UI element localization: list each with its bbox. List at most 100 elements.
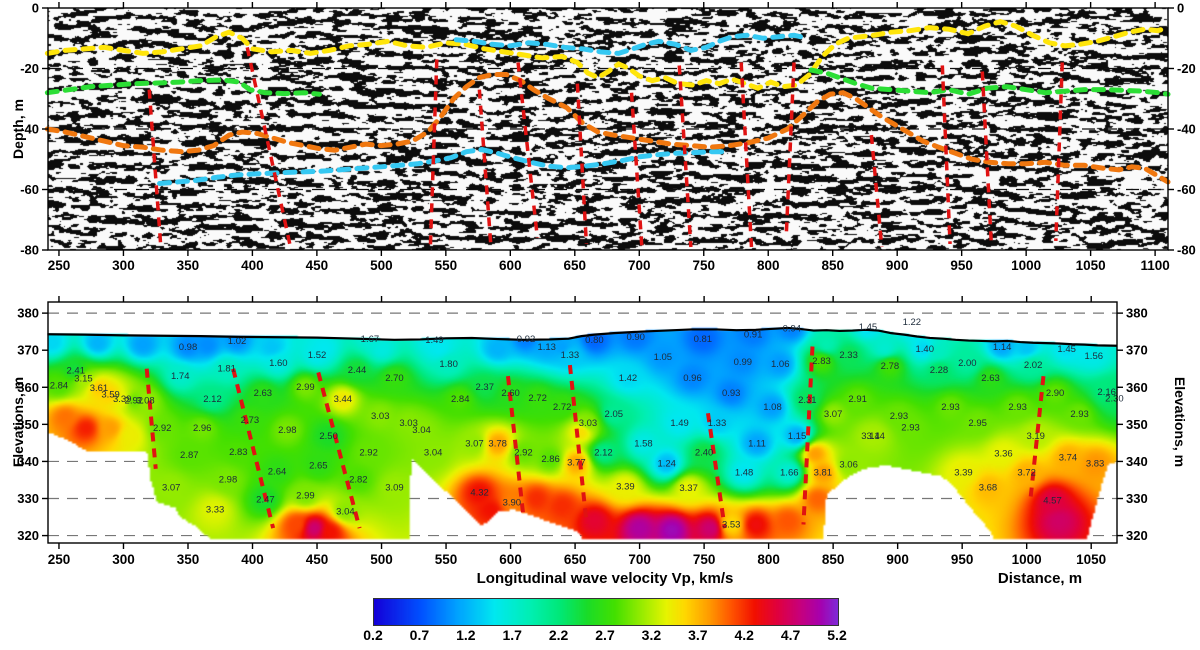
velocity-value-label: 4.57 bbox=[1043, 495, 1062, 506]
velocity-value-label: 3.04 bbox=[336, 506, 355, 517]
velocity-value-label: 2.93 bbox=[1070, 409, 1089, 420]
velocity-value-label: 1.48 bbox=[735, 468, 754, 479]
seismic-depth-axis-title: Depth, m bbox=[10, 99, 26, 159]
velocity-value-label: 2.92 bbox=[514, 448, 533, 459]
velocity-value-label: 3.07 bbox=[824, 409, 843, 420]
seismic-x-tick-label: 500 bbox=[370, 258, 393, 273]
velocity-value-label: 3.06 bbox=[839, 459, 858, 470]
velocity-value-label: 3.83 bbox=[1086, 459, 1105, 470]
velocity-value-label: 0.99 bbox=[734, 357, 753, 368]
velocity-value-label: 3.07 bbox=[465, 439, 484, 450]
elevation-tick-label: 350 bbox=[17, 417, 39, 432]
velocity-value-label: 2.99 bbox=[296, 382, 315, 393]
tomogram-elevation-axis-title-left: Elevations, m bbox=[10, 376, 26, 468]
cyan-horizon bbox=[453, 32, 810, 56]
velocity-value-label: 2.93 bbox=[890, 411, 909, 422]
fault-line bbox=[1028, 375, 1046, 499]
velocity-value-label: 1.11 bbox=[748, 439, 766, 450]
velocity-value-label: 2.41 bbox=[66, 366, 85, 377]
fault-line bbox=[245, 46, 293, 251]
velocity-value-label: 2.87 bbox=[180, 450, 199, 461]
velocity-value-label: 2.33 bbox=[839, 350, 858, 361]
velocity-value-label: 0.93 bbox=[722, 388, 741, 399]
colorbar-tick-label: 3.2 bbox=[641, 627, 662, 643]
velocity-value-label: 3.04 bbox=[424, 448, 443, 459]
colorbar-tick-label: 0.7 bbox=[409, 627, 430, 643]
fault-line bbox=[940, 65, 952, 245]
elevation-tick-label: 320 bbox=[17, 528, 39, 543]
velocity-value-label: 2.83 bbox=[229, 447, 248, 458]
fault-line bbox=[784, 62, 796, 235]
velocity-value-label: 1.33 bbox=[561, 350, 580, 361]
velocity-value-label: 2.47 bbox=[256, 495, 275, 506]
velocity-value-label: 1.33 bbox=[708, 418, 727, 429]
velocity-value-label: 2.64 bbox=[268, 466, 287, 477]
depth-tick-label: -20 bbox=[1177, 61, 1196, 76]
distance-axis-title: Distance, m bbox=[997, 570, 1083, 587]
seismic-x-tick-label: 1100 bbox=[1140, 258, 1169, 273]
velocity-value-label: 2.96 bbox=[193, 423, 212, 434]
velocity-value-label: 2.44 bbox=[348, 365, 367, 376]
tomogram-x-tick-label: 900 bbox=[886, 552, 909, 567]
velocity-value-label: 3.37 bbox=[679, 483, 698, 494]
depth-tick-label: -60 bbox=[1177, 182, 1196, 197]
colorbar-tick-label: 1.7 bbox=[502, 627, 522, 643]
velocity-value-label: 4.32 bbox=[470, 488, 489, 499]
fault-line bbox=[1054, 62, 1065, 241]
velocity-value-label: 2.90 bbox=[1046, 388, 1065, 399]
velocity-value-label: 3.08 bbox=[136, 396, 155, 407]
velocity-value-label: 2.98 bbox=[219, 475, 238, 486]
velocity-value-label: 3.15 bbox=[74, 374, 93, 385]
velocity-value-label: 2.63 bbox=[254, 388, 273, 399]
velocity-value-label: 3.77 bbox=[567, 458, 586, 469]
velocity-value-label: 2.92 bbox=[153, 423, 172, 434]
colorbar-tick-label: 4.7 bbox=[780, 627, 801, 643]
velocity-value-label: 3.53 bbox=[722, 519, 741, 530]
velocity-value-label: 2.12 bbox=[203, 394, 222, 405]
depth-tick-label: -60 bbox=[20, 182, 39, 197]
velocity-value-label: 3.39 bbox=[954, 468, 973, 479]
colorbar-tick-label: 5.2 bbox=[827, 627, 847, 643]
velocity-value-label: 2.72 bbox=[553, 402, 572, 413]
fault-line bbox=[869, 134, 884, 248]
velocity-value-label: 1.02 bbox=[228, 336, 247, 347]
velocity-value-label: 1.45 bbox=[859, 322, 878, 333]
velocity-value-label: 2.05 bbox=[605, 409, 624, 420]
velocity-value-label: 3.81 bbox=[814, 468, 833, 479]
yellow-horizon bbox=[44, 19, 1171, 91]
colorbar-tick-label: 2.7 bbox=[595, 627, 615, 643]
seismic-x-tick-label: 700 bbox=[628, 258, 651, 273]
seismic-x-tick-label: 300 bbox=[112, 258, 135, 273]
velocity-value-label: 1.74 bbox=[171, 371, 190, 382]
velocity-value-label: 3.61 bbox=[90, 383, 109, 394]
tomogram-x-tick-label: 300 bbox=[112, 552, 135, 567]
velocity-value-label: 1.42 bbox=[619, 373, 638, 384]
colorbar-tick-label: 2.2 bbox=[548, 627, 569, 643]
seismic-x-tick-label: 350 bbox=[177, 258, 200, 273]
velocity-value-label: 1.49 bbox=[670, 418, 689, 429]
velocity-value-label: 3.03 bbox=[399, 418, 418, 429]
fault-line bbox=[739, 62, 754, 248]
elevation-tick-label: 380 bbox=[1126, 306, 1148, 321]
velocity-value-label: 0.94 bbox=[783, 323, 802, 334]
velocity-value-label: 1.13 bbox=[537, 342, 556, 353]
velocity-value-label: 2.00 bbox=[958, 358, 977, 369]
velocity-value-label: 3.07 bbox=[162, 482, 181, 493]
velocity-value-label: 2.40 bbox=[695, 448, 714, 459]
velocity-value-label: 0.80 bbox=[585, 335, 604, 346]
seismic-x-tick-label: 650 bbox=[564, 258, 587, 273]
velocity-value-label: 1.80 bbox=[439, 359, 458, 370]
velocity-value-label: 1.14 bbox=[993, 342, 1012, 353]
velocity-value-label: 3.44 bbox=[334, 394, 353, 405]
velocity-value-label: 0.96 bbox=[683, 373, 702, 384]
fault-line bbox=[144, 368, 158, 470]
velocity-value-label: 2.93 bbox=[901, 423, 920, 434]
orange-horizon bbox=[44, 72, 1171, 185]
depth-tick-label: 0 bbox=[1177, 1, 1184, 16]
tomogram-x-tick-label: 1050 bbox=[1076, 552, 1106, 567]
colorbar-tick-label: 1.2 bbox=[456, 627, 476, 643]
tomogram-x-tick-label: 350 bbox=[177, 552, 200, 567]
seismic-x-tick-label: 850 bbox=[821, 258, 844, 273]
elevation-tick-label: 340 bbox=[1126, 454, 1148, 469]
